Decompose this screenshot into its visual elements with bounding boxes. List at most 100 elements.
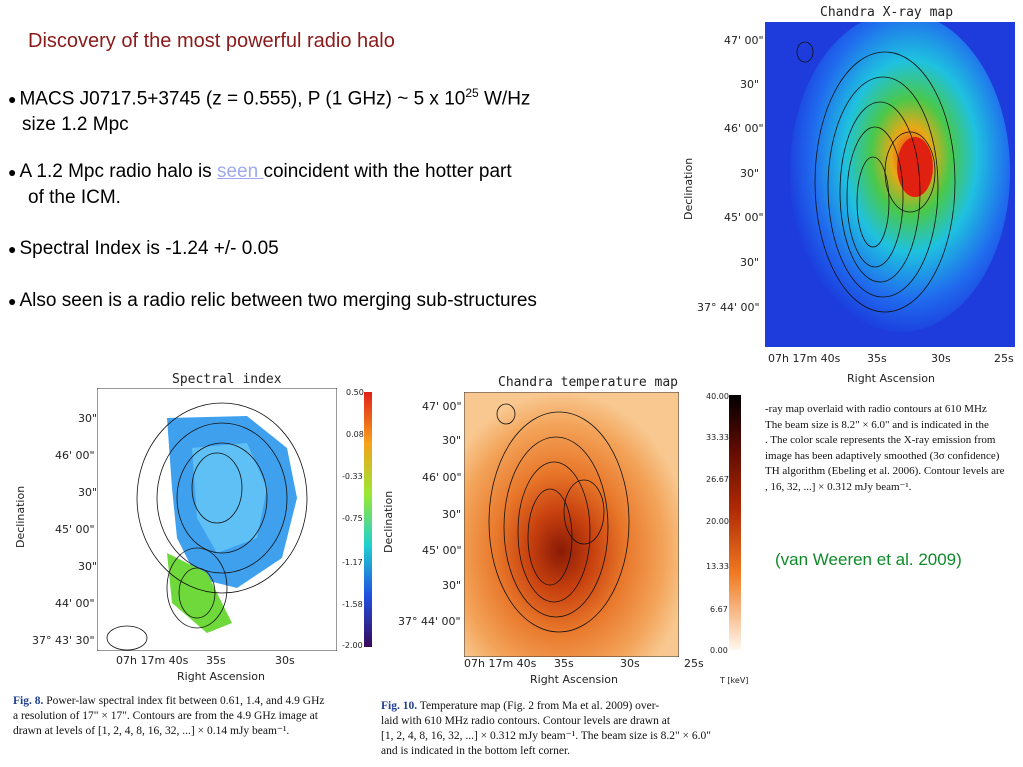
colorbar-tick: -2.00 bbox=[342, 641, 363, 650]
bullet-relic: ● Also seen is a radio relic between two … bbox=[8, 288, 537, 314]
bullet-continuation: of the ICM. bbox=[28, 187, 121, 209]
bullet-spectral: ● Spectral Index is -1.24 +/- 0.05 bbox=[8, 236, 279, 262]
y-tick: 37° 43' 30" bbox=[32, 634, 95, 647]
xray-map-panel: Chandra X-ray map 47' 00" 30" 46' bbox=[680, 0, 1023, 395]
x-tick: 35s bbox=[206, 654, 226, 667]
temperature-map-panel: Chandra temperature map bbox=[380, 368, 760, 693]
caption-label: Fig. 8. bbox=[13, 695, 44, 707]
x-axis-label: Right Ascension bbox=[177, 670, 265, 683]
bullet-dot-icon: ● bbox=[8, 241, 17, 257]
temperature-caption: Fig. 10. Temperature map (Fig. 2 from Ma… bbox=[381, 699, 753, 759]
x-tick: 30s bbox=[931, 352, 951, 365]
caption-line: laid with 610 MHz radio contours. Contou… bbox=[381, 715, 671, 727]
spectral-index-image bbox=[97, 388, 337, 651]
colorbar-unit: T [keV] bbox=[720, 676, 749, 685]
bullet-text: W/Hz bbox=[478, 88, 531, 110]
y-tick: 45' 00" bbox=[422, 544, 462, 557]
spectral-index-title: Spectral index bbox=[172, 372, 282, 387]
bullet-halo: ● A 1.2 Mpc radio halo is seen coincident… bbox=[8, 159, 512, 211]
y-tick: 30" bbox=[740, 78, 760, 91]
caption-line: drawn at levels of [1, 2, 4, 8, 16, 32, … bbox=[13, 725, 290, 737]
colorbar-tick: 0.50 bbox=[346, 388, 364, 397]
caption-line: -ray map overlaid with radio contours at… bbox=[765, 403, 987, 415]
y-tick: 37° 44' 00" bbox=[398, 615, 461, 628]
xray-map-image bbox=[765, 22, 1015, 347]
x-tick: 30s bbox=[620, 657, 640, 670]
x-axis-label: Right Ascension bbox=[847, 372, 935, 385]
x-tick: 25s bbox=[684, 657, 704, 670]
y-tick: 30" bbox=[78, 412, 98, 425]
bullet-text: A 1.2 Mpc radio halo is bbox=[19, 161, 217, 183]
colorbar-tick: 33.33 bbox=[706, 433, 729, 442]
y-tick: 47' 00" bbox=[422, 400, 462, 413]
y-tick: 30" bbox=[442, 579, 462, 592]
y-tick: 46' 00" bbox=[422, 471, 462, 484]
bullet-continuation: size 1.2 Mpc bbox=[22, 114, 129, 136]
x-tick: 07h 17m 40s bbox=[464, 657, 537, 670]
colorbar-tick: 40.00 bbox=[706, 392, 729, 401]
caption-label: Fig. 10. bbox=[381, 700, 418, 712]
credit-text: (van Weeren et al. 2009) bbox=[775, 550, 962, 569]
spectral-index-panel: Spectral index 0.50 bbox=[0, 368, 380, 688]
y-tick: 30" bbox=[442, 508, 462, 521]
y-tick: 44' 00" bbox=[55, 597, 95, 610]
colorbar-tick: -0.33 bbox=[342, 472, 363, 481]
bullet-dot-icon: ● bbox=[8, 164, 17, 180]
colorbar-tick: 20.00 bbox=[706, 517, 729, 526]
y-tick: 30" bbox=[740, 167, 760, 180]
xray-caption: -ray map overlaid with radio contours at… bbox=[765, 402, 1023, 495]
bullet-text: MACS J0717.5+3745 (z = 0.555), P (1 GHz)… bbox=[19, 88, 466, 110]
caption-line: Power-law spectral index fit between 0.6… bbox=[46, 695, 325, 707]
bullet-text: Also seen is a radio relic between two m… bbox=[19, 290, 537, 312]
spectral-caption: Fig. 8. Power-law spectral index fit bet… bbox=[13, 694, 375, 739]
bullet-dot-icon: ● bbox=[8, 91, 17, 108]
temperature-colorbar bbox=[729, 395, 741, 650]
caption-line: and is indicated in the bottom left corn… bbox=[381, 745, 571, 757]
caption-line: a resolution of 17" × 17". Contours are … bbox=[13, 710, 318, 722]
y-tick: 30" bbox=[78, 486, 98, 499]
y-axis-label: Declination bbox=[14, 485, 27, 548]
y-axis-label: Declination bbox=[682, 157, 695, 220]
seen-link[interactable]: seen bbox=[216, 161, 264, 183]
bullet-sup: 25 bbox=[465, 86, 479, 100]
colorbar-tick: 0.08 bbox=[346, 430, 364, 439]
y-tick: 37° 44' 00" bbox=[697, 301, 760, 314]
xray-map-title: Chandra X-ray map bbox=[820, 5, 954, 20]
temperature-map-image bbox=[464, 392, 679, 657]
caption-line: [1, 2, 4, 8, 16, 32, ...] × 0.312 mJy be… bbox=[381, 730, 711, 742]
caption-line: , 16, 32, ...] × 0.312 mJy beam⁻¹. bbox=[765, 480, 912, 493]
y-tick: 30" bbox=[740, 256, 760, 269]
x-tick: 35s bbox=[867, 352, 887, 365]
x-axis-label: Right Ascension bbox=[530, 673, 618, 686]
bullet-text: Spectral Index is -1.24 +/- 0.05 bbox=[19, 238, 279, 260]
colorbar-tick: 0.00 bbox=[710, 646, 728, 655]
y-tick: 46' 00" bbox=[724, 122, 764, 135]
caption-line: The beam size is 8.2" × 6.0" and is indi… bbox=[765, 418, 989, 431]
colorbar-tick: 26.67 bbox=[706, 475, 729, 484]
slide-title: Discovery of the most powerful radio hal… bbox=[28, 30, 395, 52]
y-tick: 30" bbox=[442, 434, 462, 447]
y-tick: 46' 00" bbox=[55, 449, 95, 462]
bullet-dot-icon: ● bbox=[8, 293, 17, 309]
x-tick: 25s bbox=[994, 352, 1014, 365]
temperature-map-title: Chandra temperature map bbox=[498, 375, 679, 390]
caption-line: Temperature map (Fig. 2 from Ma et al. 2… bbox=[419, 700, 660, 712]
x-tick: 30s bbox=[275, 654, 295, 667]
x-tick: 07h 17m 40s bbox=[116, 654, 189, 667]
caption-line: TH algorithm (Ebeling et al. 2006). Cont… bbox=[765, 465, 1005, 477]
colorbar-tick: 13.33 bbox=[706, 562, 729, 571]
colorbar-tick: -0.75 bbox=[342, 514, 363, 523]
caption-line: image has been adaptively smoothed (3σ c… bbox=[765, 449, 1000, 462]
y-tick: 45' 00" bbox=[724, 211, 764, 224]
bullet-text: coincident with the hotter part bbox=[263, 161, 512, 183]
caption-line: . The color scale represents the X-ray e… bbox=[765, 434, 996, 446]
y-tick: 47' 00" bbox=[724, 34, 764, 47]
x-tick: 35s bbox=[554, 657, 574, 670]
bullet-macs: ● MACS J0717.5+3745 (z = 0.555), P (1 GHz… bbox=[8, 80, 530, 138]
colorbar-tick: 6.67 bbox=[710, 605, 728, 614]
x-tick: 07h 17m 40s bbox=[768, 352, 841, 365]
y-axis-label: Declination bbox=[382, 490, 395, 553]
colorbar-tick: -1.58 bbox=[342, 600, 363, 609]
y-tick: 45' 00" bbox=[55, 523, 95, 536]
spectral-colorbar bbox=[364, 392, 372, 647]
